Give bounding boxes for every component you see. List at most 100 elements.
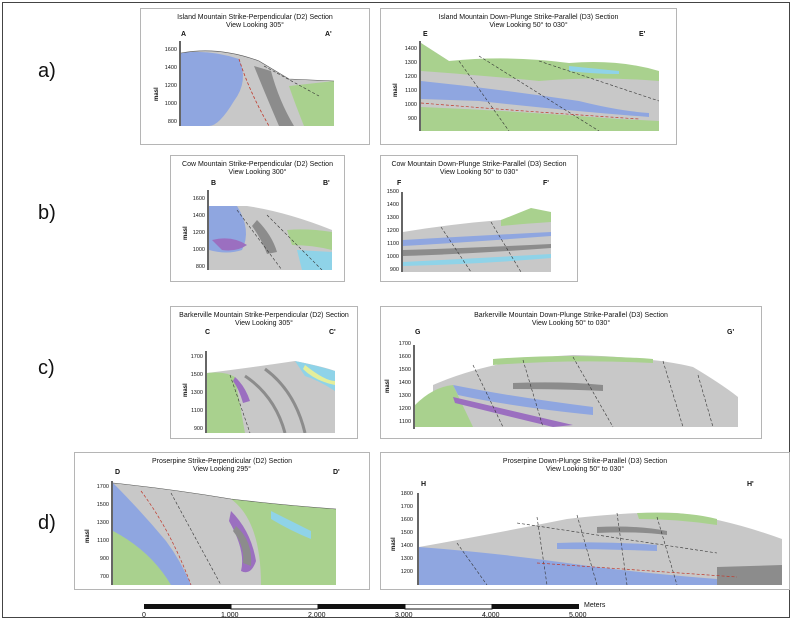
section-title: Island Mountain Strike-Perpendicular (D2… <box>177 14 333 29</box>
section-panel-c-left: Barkerville Mountain Strike-Perpendicula… <box>170 306 358 439</box>
tick-label: 1700 <box>400 504 413 510</box>
section-panel-d-right: Proserpine Down-Plunge Strike-Parallel (… <box>380 452 790 590</box>
section-title: Proserpine Down-Plunge Strike-Parallel (… <box>502 458 668 473</box>
section-panel-c-right: Barkerville Mountain Down-Plunge Strike-… <box>380 306 762 439</box>
tick-label: 1000 <box>404 102 417 108</box>
endpoint-D: D <box>115 469 121 476</box>
tick-label: 1400 <box>386 202 399 208</box>
scale-label: 0 <box>142 612 146 619</box>
section-title: Barkerville Mountain Strike-Perpendicula… <box>179 312 349 327</box>
tick-label: 1400 <box>404 46 417 52</box>
section-panel-a-left: Island Mountain Strike-Perpendicular (D2… <box>140 8 370 145</box>
endpoint-F: F <box>397 180 402 187</box>
tick-label: 1300 <box>96 520 109 526</box>
section-panel-b-right: Cow Mountain Down-Plunge Strike-Parallel… <box>380 155 578 282</box>
tick-label: 1500 <box>400 530 413 536</box>
cross-section-graphic <box>111 481 337 585</box>
tick-label: 1300 <box>398 393 411 399</box>
section-panel-a-right: Island Mountain Down-Plunge Strike-Paral… <box>380 8 677 145</box>
tick-label: 900 <box>407 116 417 122</box>
tick-label: 1200 <box>386 228 399 234</box>
scale-label: 1,000 <box>221 612 239 619</box>
tick-label: 1100 <box>399 419 411 425</box>
axis-label-masl: masl <box>154 87 160 101</box>
cross-section-graphic <box>417 493 782 585</box>
endpoint-F-prime: F' <box>543 180 549 187</box>
tick-label: 1700 <box>398 341 411 347</box>
endpoint-A: A <box>181 31 187 38</box>
tick-label: 1600 <box>400 517 413 523</box>
tick-label: 1300 <box>404 60 417 66</box>
section-title: Island Mountain Down-Plunge Strike-Paral… <box>438 14 619 29</box>
tick-label: 1400 <box>164 65 177 71</box>
endpoint-G: G <box>415 329 421 336</box>
section-panel-b-left: Cow Mountain Strike-Perpendicular (D2) S… <box>170 155 345 282</box>
section-title: Barkerville Mountain Down-Plunge Strike-… <box>474 312 668 327</box>
row-label-c: c) <box>38 357 55 379</box>
cross-section-graphic <box>179 41 335 126</box>
tick-label: 1000 <box>164 101 177 107</box>
tick-label: 1100 <box>97 538 109 544</box>
tick-label: 1500 <box>96 502 109 508</box>
endpoint-B: B <box>211 180 217 187</box>
endpoint-B-prime: B' <box>323 180 330 187</box>
scale-label: 2,000 <box>308 612 326 619</box>
tick-label: 1000 <box>192 247 205 253</box>
tick-label: 1600 <box>398 354 411 360</box>
tick-label: 1800 <box>400 491 413 497</box>
tick-label: 1100 <box>405 88 417 94</box>
tick-label: 1200 <box>398 406 411 412</box>
endpoint-H-prime: H' <box>747 481 754 488</box>
tick-label: 1400 <box>398 380 411 386</box>
tick-label: 1200 <box>400 569 413 575</box>
tick-label: 1100 <box>191 408 203 414</box>
endpoint-C-prime: C' <box>329 329 336 336</box>
tick-label: 700 <box>99 574 109 580</box>
row-label-b: b) <box>38 202 56 224</box>
endpoint-D-prime: D' <box>333 469 340 476</box>
cross-section-graphic <box>419 41 660 131</box>
endpoint-C: C <box>205 329 211 336</box>
row-label-a: a) <box>38 60 56 82</box>
endpoint-G-prime: G' <box>727 329 735 336</box>
section-title: Cow Mountain Strike-Perpendicular (D2) S… <box>182 161 333 176</box>
section-title: Cow Mountain Down-Plunge Strike-Parallel… <box>391 161 567 176</box>
tick-label: 800 <box>167 119 177 125</box>
tick-label: 1300 <box>190 390 203 396</box>
tick-label: 1400 <box>192 213 205 219</box>
tick-label: 1500 <box>398 367 411 373</box>
section-panel-d-left: Proserpine Strike-Perpendicular (D2) Sec… <box>74 452 370 590</box>
tick-label: 1300 <box>386 215 399 221</box>
tick-label: 1600 <box>164 47 177 53</box>
cross-section-graphic <box>401 192 551 272</box>
endpoint-E-prime: E' <box>639 31 646 38</box>
tick-label: 1200 <box>404 74 417 80</box>
scale-label: 5,000 <box>569 612 587 619</box>
tick-label: 1300 <box>400 556 413 562</box>
scale-label: 4,000 <box>482 612 500 619</box>
tick-label: 1400 <box>400 543 413 549</box>
tick-label: 1000 <box>386 254 399 260</box>
section-title: Proserpine Strike-Perpendicular (D2) Sec… <box>151 458 293 473</box>
cross-section-graphic <box>205 351 335 433</box>
tick-label: 900 <box>389 267 399 273</box>
tick-label: 900 <box>99 556 109 562</box>
tick-label: 1700 <box>96 484 109 490</box>
scale-label: 3,000 <box>395 612 413 619</box>
row-label-d: d) <box>38 512 56 534</box>
tick-label: 1600 <box>192 196 205 202</box>
tick-label: 1500 <box>190 372 203 378</box>
endpoint-A-prime: A' <box>325 31 332 38</box>
scale-unit: Meters <box>584 602 606 609</box>
cross-section-graphic <box>413 345 738 429</box>
tick-label: 1700 <box>190 354 203 360</box>
tick-label: 900 <box>193 426 203 432</box>
cross-section-graphic <box>207 190 332 270</box>
endpoint-E: E <box>423 31 428 38</box>
tick-label: 1500 <box>386 189 399 195</box>
endpoint-H: H <box>421 481 427 488</box>
tick-label: 1100 <box>387 241 399 247</box>
tick-label: 800 <box>195 264 205 270</box>
tick-label: 1200 <box>192 230 205 236</box>
